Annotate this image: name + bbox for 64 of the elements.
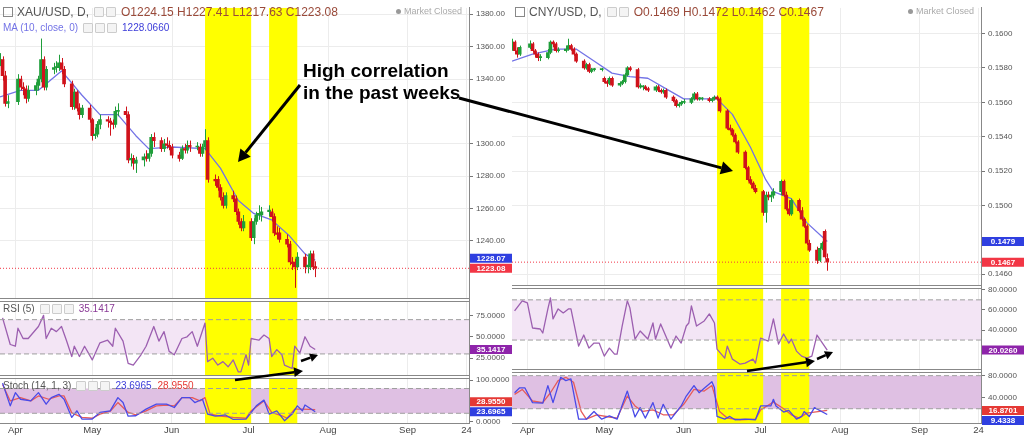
x-tick-label: 24 [461,423,472,435]
x-tick-label: May [595,423,614,435]
y-tick-label: 0.1560 [988,97,1014,107]
text: 9.4338 [990,416,1016,426]
y-tick-label: 0.1520 [988,166,1014,176]
x-tick-label: Jul [754,423,767,435]
chart-title: CNY/USD, D, [529,5,602,19]
text: MA (10, close, 0) [3,22,79,33]
candlestick [599,67,604,72]
text: 1228.07 [476,254,507,264]
y-tick-label: 0.1580 [988,63,1014,73]
y-tick-label: 0.1460 [988,269,1014,279]
annotation: Market Closed [402,6,462,16]
y-tick-label: 1360.00 [476,41,506,51]
ref-line-label: 1223.08 [476,264,507,274]
y-tick-label: 1380.00 [476,9,506,19]
y-tick-label: 60.0000 [988,305,1018,315]
annotation: 1228.0660 [122,22,170,33]
y-tick-label: 0.1600 [988,28,1014,38]
y-tick-label: 80.0000 [988,285,1018,295]
y-tick-label: 80.0000 [988,370,1018,380]
y-tick-label: 1260.00 [476,203,506,213]
annotation: 28.9550 [157,380,194,391]
chart-title: RSI (5) [3,303,35,314]
x-tick-label: Sep [911,423,928,435]
candlestick [646,86,650,93]
y-tick-label: 40.0000 [988,392,1018,402]
x-tick-label: Jun [164,423,180,435]
y-tick-label: 1240.00 [476,236,506,246]
text: 16.8701 [988,406,1019,416]
y-tick-label: 40.0000 [988,325,1018,335]
y-tick-label: 1280.00 [476,171,506,181]
y-tick-label: 50.0000 [476,331,506,341]
y-tick-label: 0.0000 [476,416,502,426]
ref-line-label: 0.1467 [990,257,1016,267]
annotation: 35.1417 [78,303,115,314]
x-tick-label: May [83,423,102,435]
x-tick-label: Jun [676,423,692,435]
x-tick-label: Sep [399,423,416,435]
x-tick-label: Jul [242,423,255,435]
y-tick-label: 75.0000 [476,310,506,320]
x-tick-label: 24 [973,423,984,435]
text: 28.9550 [476,397,507,407]
annotation: High correlation in the past weeks [303,60,462,104]
x-tick-label: Aug [319,423,337,435]
y-tick-label: 0.1500 [988,200,1014,210]
y-tick-label: 0.1540 [988,131,1014,141]
x-tick-label: Aug [831,423,849,435]
text: 0.1479 [990,237,1016,247]
y-tick-label: 100.0000 [476,375,510,385]
x-tick-label: Apr [519,423,535,435]
text: 35.1417 [476,345,507,355]
annotation: 23.6965 [115,380,152,391]
chart-title: XAU/USD, D, [17,5,90,19]
chart-title: Stoch (14, 1, 3) [3,380,72,391]
text: 20.0260 [988,345,1019,355]
y-tick-label: 1300.00 [476,138,506,148]
candlestick [592,67,596,72]
text: 23.6965 [476,407,507,417]
annotation: Market Closed [914,6,974,16]
y-tick-label: 25.0000 [476,353,506,363]
candlestick [51,62,56,75]
y-tick-label: 1340.00 [476,74,506,84]
x-tick-label: Apr [7,423,23,435]
